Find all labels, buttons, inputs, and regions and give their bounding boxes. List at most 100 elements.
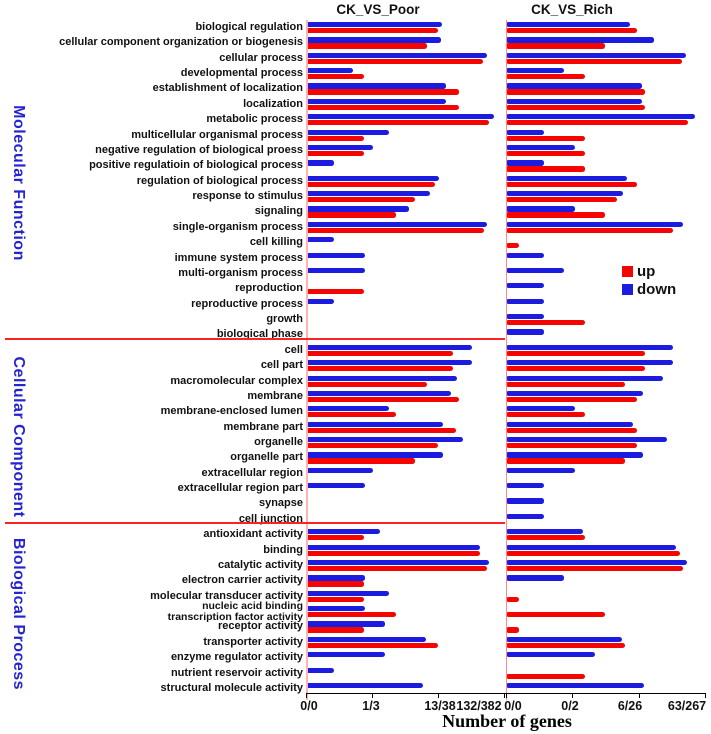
- bar-up: [306, 28, 438, 34]
- bar-up: [306, 427, 457, 433]
- bar-down: [306, 606, 366, 612]
- bar-down: [306, 206, 410, 212]
- bar-up: [505, 550, 681, 556]
- legend-down-label: down: [637, 280, 677, 298]
- bar-up: [306, 550, 480, 556]
- bar-up: [505, 181, 637, 187]
- group-label-molecular-function: Molecular Function: [10, 105, 27, 262]
- legend: up down: [622, 262, 676, 298]
- bar-down: [505, 175, 627, 181]
- bar-down: [306, 360, 472, 366]
- bar-down: [505, 22, 630, 28]
- bar-down: [306, 191, 431, 197]
- axis-tick: [438, 693, 440, 698]
- x-axis-title: Number of genes: [442, 711, 572, 731]
- bar-down: [306, 559, 489, 566]
- panel-header-left: CK_VS_Poor: [336, 2, 420, 17]
- bar-down: [306, 590, 390, 596]
- bar-up: [505, 212, 606, 218]
- axis-tick-label: 0/2: [561, 699, 579, 713]
- bar-up: [306, 104, 459, 111]
- bar-down: [306, 390, 451, 397]
- group-label-cellular-component: Cellular Component: [10, 356, 27, 518]
- category-label: extracellular region part: [177, 482, 303, 495]
- bar-down: [306, 98, 446, 105]
- group-label-biological-process: Biological Process: [10, 537, 27, 690]
- bar-up: [505, 642, 626, 648]
- bar-up: [306, 396, 459, 403]
- bar-up: [505, 197, 617, 203]
- bar-down: [306, 483, 366, 489]
- axis-tick: [705, 693, 707, 698]
- axis-tick: [572, 693, 574, 698]
- bar-up: [306, 596, 365, 602]
- category-label: reproduction: [235, 282, 303, 295]
- bar-up: [306, 197, 416, 203]
- zero-axis-line: [505, 20, 507, 700]
- bar-up: [306, 642, 438, 648]
- bar-down: [505, 114, 695, 120]
- bar-up: [306, 212, 396, 218]
- bar-down: [505, 452, 644, 458]
- category-label: localization: [243, 97, 303, 110]
- bar-up: [505, 458, 626, 464]
- panel-header-right: CK_VS_Rich: [531, 2, 613, 17]
- category-label: immune system process: [174, 251, 303, 264]
- bar-up: [306, 612, 396, 618]
- bar-up: [505, 535, 586, 541]
- bar-down: [306, 421, 443, 427]
- bar-down: [306, 68, 354, 74]
- legend-up-swatch: [622, 265, 633, 277]
- axis-tick: [638, 693, 640, 698]
- bar-down: [306, 682, 424, 689]
- bar-down: [306, 144, 374, 151]
- bar-up: [306, 227, 485, 233]
- category-label: organelle: [254, 435, 303, 448]
- bar-up: [306, 565, 488, 572]
- bar-up: [306, 89, 459, 95]
- bar-down: [306, 129, 390, 135]
- bar-down: [306, 114, 495, 120]
- bar-down: [306, 52, 487, 58]
- bar-down: [306, 83, 446, 89]
- category-label: binding: [263, 543, 303, 556]
- category-label: cell: [284, 343, 303, 356]
- category-label: developmental process: [180, 67, 303, 80]
- category-label: antioxidant activity: [203, 528, 303, 541]
- bar-up: [505, 320, 586, 326]
- bar-down: [505, 52, 686, 58]
- bar-down: [505, 129, 544, 135]
- bar-down: [306, 452, 444, 458]
- bar-down: [505, 436, 668, 443]
- bar-down: [505, 682, 645, 689]
- category-label: metabolic process: [206, 113, 303, 126]
- bar-down: [306, 436, 463, 443]
- bar-up: [505, 150, 586, 157]
- bar-up: [306, 581, 365, 587]
- bar-up: [505, 442, 637, 449]
- axis-tick-label: 6/26: [617, 699, 643, 713]
- bar-up: [505, 366, 646, 372]
- bar-down: [505, 360, 674, 366]
- bar-up: [306, 43, 428, 49]
- bar-up: [306, 120, 489, 126]
- bar-down: [505, 559, 688, 566]
- bar-down: [306, 621, 385, 627]
- category-label: structural molecule activity: [160, 681, 303, 694]
- bar-down: [306, 175, 440, 181]
- bar-up: [505, 427, 637, 433]
- legend-up-label: up: [637, 262, 656, 280]
- bar-up: [505, 58, 683, 64]
- category-label: catalytic activity: [218, 558, 303, 571]
- axis-tick-label: 0/0: [504, 699, 522, 713]
- bar-down: [505, 298, 544, 304]
- bar-up: [505, 43, 606, 49]
- category-label: membrane: [247, 389, 303, 402]
- category-label: cellular component organization or bioge…: [59, 36, 303, 49]
- category-label: macromolecular complex: [170, 374, 303, 387]
- category-label: positive regulatioin of biological proce…: [89, 159, 303, 172]
- bar-down: [505, 390, 644, 397]
- category-label: membrane part: [223, 420, 303, 433]
- group-divider-line: [5, 337, 505, 340]
- bar-up: [505, 243, 519, 249]
